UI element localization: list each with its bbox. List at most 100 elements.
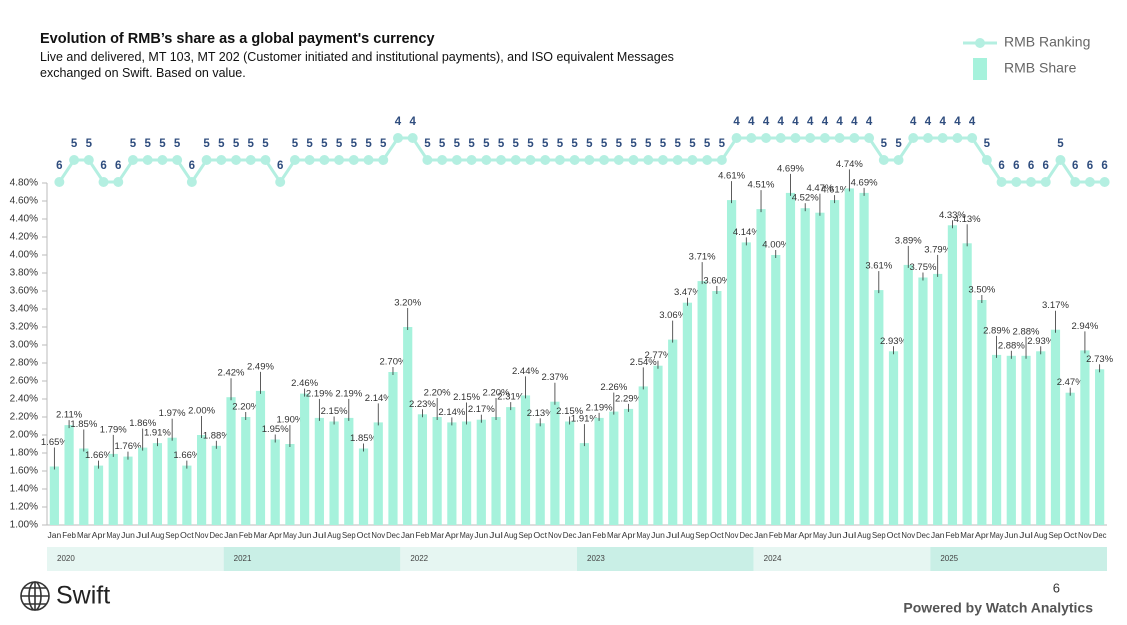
data-label: 2.20% — [232, 402, 259, 413]
x-tick-label: Dec — [386, 531, 400, 540]
rank-label: 4 — [910, 116, 917, 128]
data-label: 2.13% — [527, 408, 554, 419]
bar — [653, 365, 663, 525]
rank-label: 5 — [881, 138, 888, 150]
x-tick-label: Jun — [1004, 531, 1018, 540]
x-tick-label: Jul — [843, 531, 857, 540]
data-label: 2.29% — [615, 393, 642, 404]
legend-label: RMB Share — [1004, 60, 1077, 76]
data-label: 2.70% — [380, 357, 407, 368]
bar — [565, 421, 575, 525]
rank-label: 5 — [895, 138, 902, 150]
rank-point — [716, 155, 727, 165]
rank-label: 5 — [660, 138, 667, 150]
x-tick-label: Oct — [1063, 531, 1078, 540]
x-tick-label: Jul — [313, 531, 327, 540]
x-tick-label: Oct — [357, 531, 372, 540]
y-tick-label: 3.40% — [10, 304, 38, 315]
x-tick-label: Jul — [489, 531, 503, 540]
bar — [344, 417, 354, 525]
x-tick-label: Nov — [1078, 531, 1092, 540]
rank-label: 4 — [939, 116, 946, 128]
data-label: 2.94% — [1071, 321, 1098, 332]
bar — [594, 417, 604, 525]
data-label: 1.90% — [276, 415, 303, 426]
bar — [79, 448, 89, 525]
data-label: 1.85% — [350, 433, 377, 444]
x-tick-label: Feb — [592, 531, 606, 540]
data-label: 2.31% — [497, 392, 524, 403]
rank-point — [407, 133, 418, 143]
bar — [638, 386, 648, 525]
logo-text: Swift — [56, 582, 110, 610]
x-tick-label: Sep — [872, 531, 886, 540]
x-tick-label: Aug — [327, 531, 341, 540]
data-label: 2.14% — [365, 393, 392, 404]
rank-point — [98, 177, 109, 187]
rank-point — [790, 133, 801, 143]
rank-point — [613, 155, 624, 165]
bar — [64, 425, 74, 525]
data-label: 2.19% — [586, 402, 613, 413]
data-label: 4.69% — [851, 177, 878, 188]
rank-point — [672, 155, 683, 165]
rank-label: 5 — [159, 138, 166, 150]
x-tick-label: Apr — [975, 531, 989, 540]
rank-label: 5 — [557, 138, 564, 150]
rank-label: 4 — [866, 116, 873, 128]
data-label: 2.17% — [468, 404, 495, 415]
rank-label: 5 — [704, 138, 711, 150]
x-tick-label: Mar — [960, 531, 974, 540]
x-tick-label: Jan — [931, 531, 945, 540]
x-tick-label: Jun — [828, 531, 842, 540]
rank-point — [451, 155, 462, 165]
data-label: 4.61% — [821, 185, 848, 196]
rank-point — [1084, 177, 1095, 187]
y-tick-label: 2.60% — [10, 376, 38, 387]
y-tick-label: 1.00% — [10, 520, 38, 531]
bar — [741, 242, 751, 525]
data-label: 2.88% — [1013, 326, 1040, 337]
bar — [1006, 355, 1016, 525]
x-tick-label: Jan — [224, 531, 238, 540]
x-tick-label: Aug — [681, 531, 695, 540]
bar — [550, 401, 560, 525]
year-band — [577, 547, 754, 571]
x-tick-label: Sep — [1049, 531, 1063, 540]
bar — [491, 417, 501, 525]
data-label: 2.49% — [247, 361, 274, 372]
year-label: 2022 — [410, 554, 428, 563]
rank-label: 4 — [792, 116, 799, 128]
y-tick-label: 4.20% — [10, 232, 38, 243]
rank-point — [687, 155, 698, 165]
bar — [726, 200, 737, 525]
rank-label: 6 — [100, 160, 106, 172]
rank-label: 6 — [998, 160, 1004, 172]
rank-point — [805, 133, 816, 143]
rank-point — [878, 155, 889, 165]
data-label: 2.19% — [335, 388, 362, 399]
bar — [1065, 392, 1075, 525]
y-tick-label: 3.20% — [10, 322, 38, 333]
rank-point — [908, 133, 919, 143]
bar — [830, 200, 840, 525]
x-tick-label: Feb — [416, 531, 430, 540]
data-label: 2.11% — [56, 410, 83, 421]
rank-point — [643, 155, 654, 165]
rank-point — [819, 133, 830, 143]
rank-point — [54, 177, 65, 187]
year-band — [753, 547, 931, 571]
bar — [108, 453, 118, 525]
bar — [270, 439, 280, 525]
data-label: 2.77% — [645, 350, 672, 361]
x-tick-label: Apr — [92, 531, 106, 540]
bar — [668, 339, 678, 525]
x-tick-label: Feb — [769, 531, 783, 540]
data-label: 2.93% — [880, 336, 907, 347]
bar — [167, 437, 177, 525]
year-label: 2020 — [57, 554, 75, 563]
rank-point — [996, 177, 1007, 187]
rank-point — [157, 155, 168, 165]
rank-label: 4 — [822, 116, 829, 128]
x-tick-label: Sep — [165, 531, 179, 540]
